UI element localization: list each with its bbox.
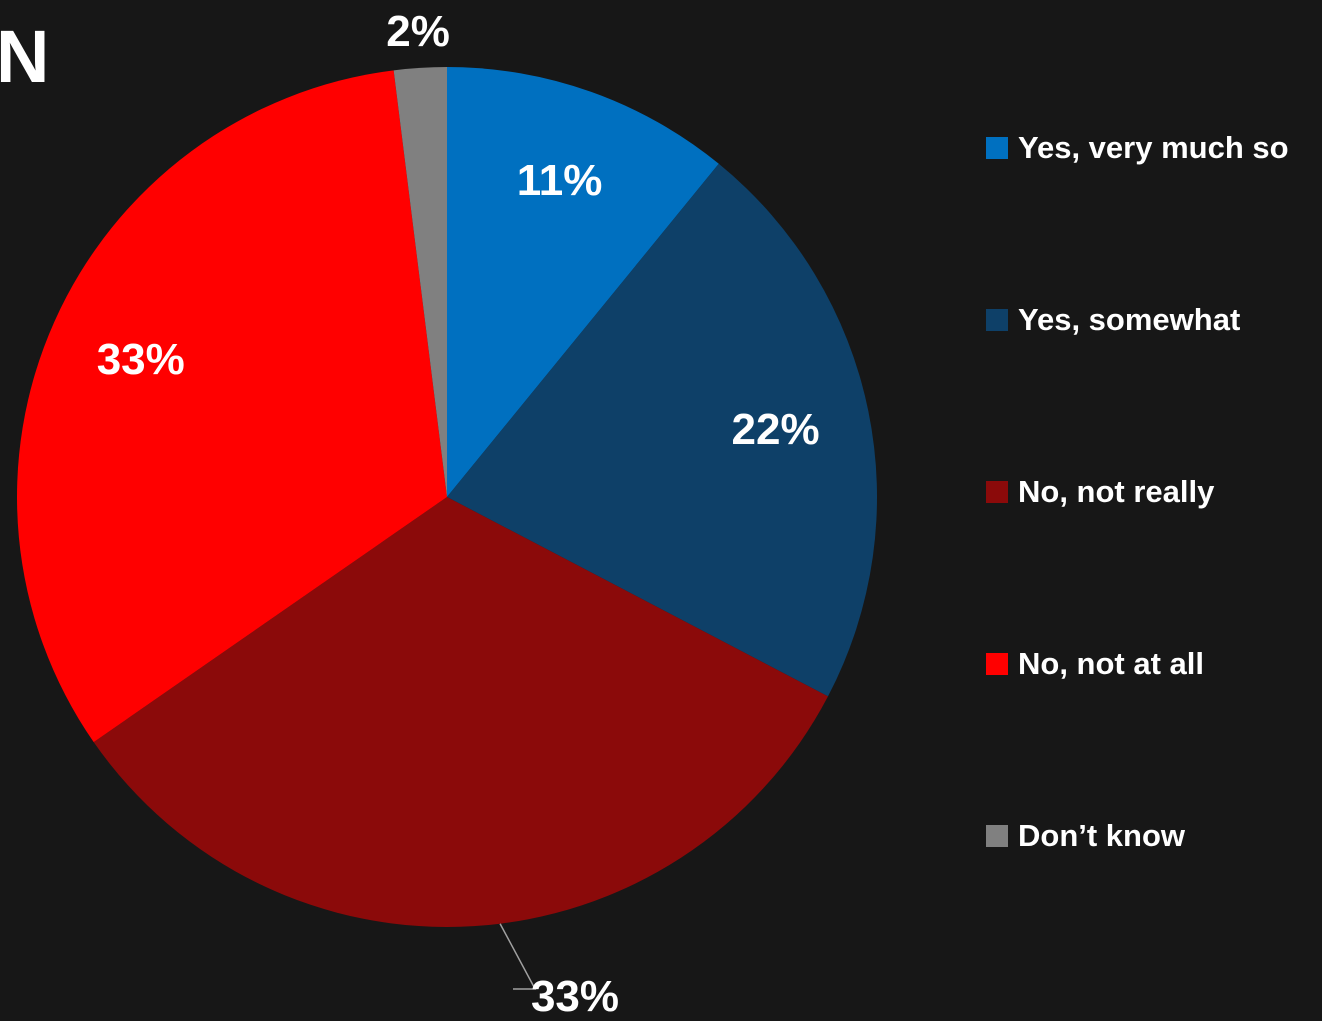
data-label-yes-very-much-so: 11%: [516, 156, 603, 206]
data-label-no-not-at-all: 33%: [96, 335, 185, 385]
title-fragment: N: [0, 15, 50, 98]
legend-swatch: [986, 309, 1008, 331]
legend-item-yes-very-much-so: Yes, very much so: [986, 118, 1289, 178]
data-label-yes-somewhat: 22%: [731, 404, 820, 454]
pie-slice-no-not-really: [93, 497, 828, 927]
data-label-don-t-know: 2%: [386, 6, 450, 56]
legend-item-don-t-know: Don’t know: [986, 806, 1289, 866]
pie-slice-yes-very-much-so: [447, 67, 719, 497]
legend-swatch: [986, 481, 1008, 503]
legend-item-no-not-at-all: No, not at all: [986, 634, 1289, 694]
legend-swatch: [986, 137, 1008, 159]
legend-label: No, not at all: [1018, 646, 1204, 681]
legend-label: Yes, somewhat: [1018, 302, 1241, 337]
pie-slice-no-not-at-all: [16, 70, 448, 743]
legend-swatch: [986, 653, 1008, 675]
legend: Yes, very much so Yes, somewhat No, not re…: [986, 118, 1289, 978]
legend-label: Yes, very much so: [1018, 130, 1289, 165]
pie-slice-yes-somewhat: [447, 163, 877, 697]
legend-swatch: [986, 825, 1008, 847]
legend-item-no-not-really: No, not really: [986, 462, 1289, 522]
leader-line: [499, 923, 537, 990]
legend-label: Don’t know: [1018, 818, 1186, 853]
legend-item-yes-somewhat: Yes, somewhat: [986, 290, 1289, 350]
data-label-no-not-really: 33%: [530, 972, 620, 1021]
pie-slice-don-t-know: [393, 67, 447, 497]
legend-label: No, not really: [1018, 474, 1215, 509]
